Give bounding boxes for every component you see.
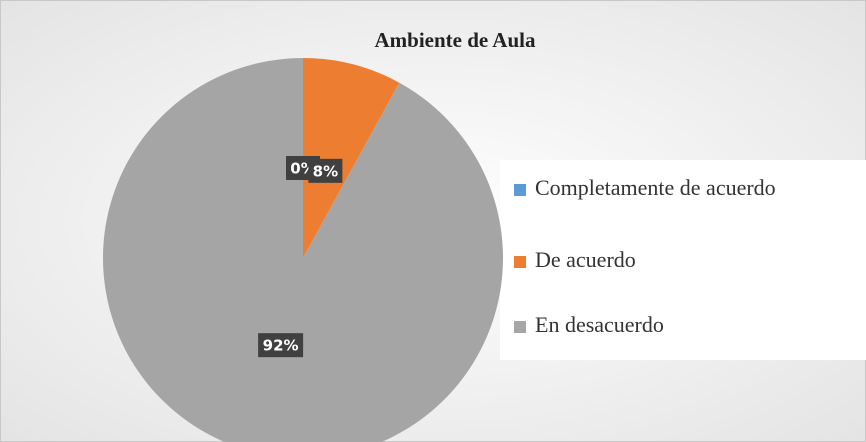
legend-label: Completamente de acuerdo	[535, 175, 776, 200]
legend-label: En desacuerdo	[535, 312, 664, 337]
data-label: 92%	[263, 337, 299, 355]
legend-label: De acuerdo	[535, 247, 636, 272]
data-label-bg	[308, 158, 343, 183]
legend-swatch	[514, 184, 526, 196]
chart-title: Ambiente de Aula	[374, 28, 536, 52]
legend-swatch	[514, 256, 526, 268]
data-label: 8%	[313, 162, 338, 180]
data-label-bg	[258, 333, 304, 358]
pie-slice	[103, 58, 503, 442]
pie-slice	[303, 58, 400, 258]
legend-swatch	[514, 321, 526, 333]
legend-box	[500, 160, 866, 360]
